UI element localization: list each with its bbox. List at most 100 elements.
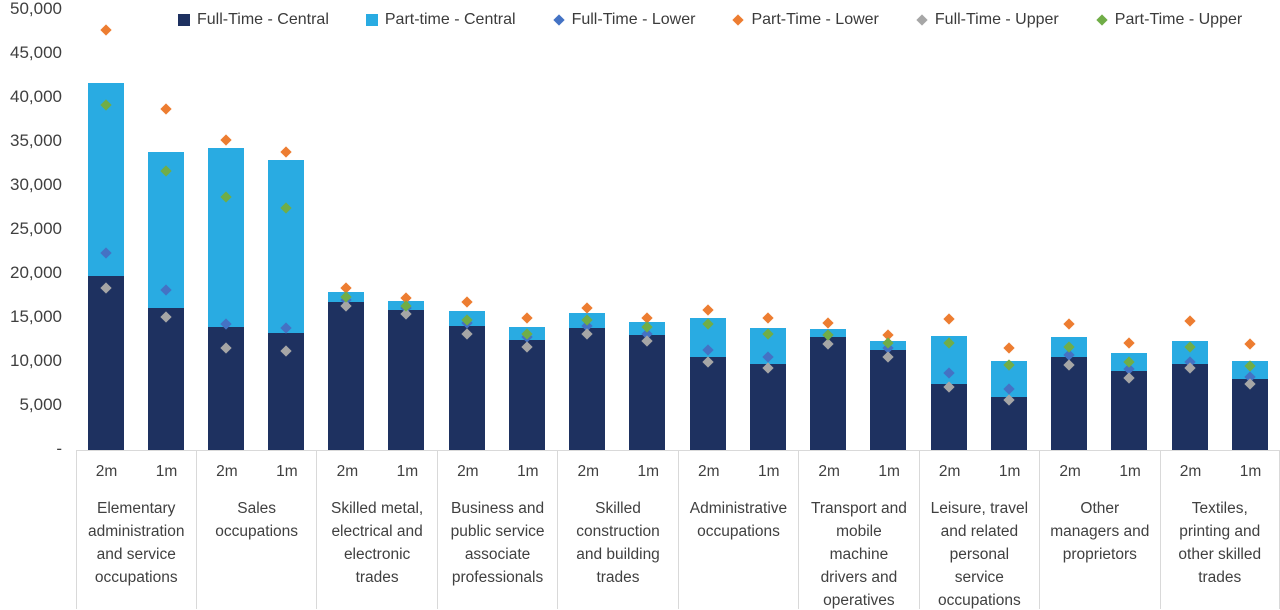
y-axis-tick-label: 30,000 [10,175,62,194]
bar-full-time-central-segment [1111,370,1148,450]
part-time-lower-marker [280,146,292,159]
category-label: Elementary administration and service oc… [87,500,185,586]
part-time-lower-marker [822,317,834,329]
bar-full-time-central-segment [147,308,184,450]
part-time-lower-marker [702,304,714,316]
part-time-lower-marker [521,312,533,324]
y-axis-tick-label: 50,000 [10,0,62,18]
bar-full-time-central-segment [87,275,124,450]
legend-label: Part-time - Central [384,11,516,28]
category-group-box: 2m 1m Other managers and proprietors [1039,450,1159,609]
bar-x-label: 1m [637,463,660,480]
chart-legend: Full-Time - Central Part-time - Central Fu… [178,11,1242,29]
legend-item: Full-Time - Upper [916,11,1059,29]
category-label: Textiles, printing and other skilled tra… [1178,500,1262,586]
y-axis-tick-label: 10,000 [10,351,62,370]
bar-x-label: 2m [457,463,479,480]
bar-full-time-central-segment [508,339,545,450]
category-label: Sales occupations [215,500,299,540]
category-label: Skilled construction and building trades [576,500,660,586]
bar-full-time-central-segment [810,337,847,450]
legend-label: Full-Time - Upper [934,11,1059,28]
bar-x-label: 2m [818,463,840,480]
part-time-lower-marker [762,312,774,324]
legend-item: Full-Time - Lower [552,11,695,29]
category-label: Skilled metal, electrical and electronic… [331,500,424,586]
part-time-lower-marker [581,302,593,314]
bar-x-label: 1m [1119,463,1141,480]
bar-full-time-central-segment [569,328,606,450]
part-time-lower-marker [1123,336,1135,349]
bar-x-label: 1m [878,463,900,480]
bar-x-label: 2m [1179,463,1202,480]
bar-part-time-central-segment [207,148,244,327]
y-axis-tick-label: 20,000 [10,263,62,282]
legend-item: Part-time - Central [365,11,516,29]
bar-full-time-central-segment [749,363,786,450]
bar-full-time-central-segment [388,309,425,450]
bar-x-label: 2m [216,463,238,480]
bar-x-label: 1m [396,463,419,480]
bar-full-time-central-segment [990,397,1027,450]
category-group-box: 2m 1m Administrative occupations [677,450,798,609]
bar-x-label: 2m [95,463,118,480]
legend-label: Full-Time - Central [197,11,329,28]
part-time-lower-marker [1002,342,1015,354]
square-marker-icon [365,14,378,26]
bar-x-label: 2m [577,463,600,480]
bar-x-label: 1m [155,463,178,480]
bar-full-time-central-segment [448,325,485,450]
category-label: Other managers and proprietors [1050,500,1150,563]
category-group-box: 2m 1m Transport and mobile machine drivers… [798,450,918,609]
part-time-lower-marker [159,103,172,115]
part-time-lower-marker [1243,338,1256,350]
bar-full-time-central-segment [689,356,726,450]
bar-x-label: 2m [1059,463,1081,480]
bar-x-label: 1m [517,463,539,480]
category-group-box: 2m 1m Textiles, printing and other skilled… [1159,450,1280,609]
legend-label: Part-Time - Upper [1114,11,1243,28]
y-axis-tick-label: 5,000 [19,395,62,414]
bar-full-time-central-segment [1051,356,1088,450]
bar-x-label: 2m [938,463,961,480]
y-axis-tick-label: 40,000 [10,87,62,106]
bar-full-time-central-segment [870,349,907,450]
category-label: Transport and mobile machine drivers and… [810,500,907,609]
bar-x-label: 1m [998,463,1021,480]
bar-full-time-central-segment [930,383,967,450]
bar-full-time-central-segment [629,335,666,450]
part-time-lower-marker [220,134,232,146]
y-axis-tick-label: 35,000 [10,131,62,150]
category-group-box: 2m 1m Skilled construction and building tr… [557,450,677,609]
bar-x-label: 1m [1239,463,1262,480]
category-label: Administrative occupations [689,500,788,540]
category-group-box: 2m 1m Elementary administration and servic… [75,450,196,609]
bar-x-label: 2m [336,463,359,480]
part-time-lower-marker [942,313,955,325]
part-time-lower-marker [1183,315,1196,328]
bar-x-label: 1m [757,463,780,480]
y-axis-tick-label: 45,000 [10,43,62,62]
bar-full-time-central-segment [1231,378,1268,450]
bar-part-time-central-segment [267,160,304,333]
bar-part-time-central-segment [147,151,184,309]
bar-full-time-central-segment [328,302,365,450]
legend-item: Part-Time - Upper [1096,11,1242,29]
part-time-lower-marker [1063,318,1075,330]
bar-x-label: 1m [276,463,298,480]
category-label: Leisure, travel and related personal ser… [930,500,1029,609]
legend-label: Part-Time - Lower [751,11,879,28]
y-axis-tick-label: 15,000 [10,307,62,326]
bar-x-label: 2m [697,463,720,480]
category-group-box: 2m 1m Business and public service associat… [436,450,557,609]
part-time-lower-marker [99,24,112,36]
square-marker-icon [178,14,190,26]
bar-full-time-central-segment [1171,363,1208,450]
category-label: Business and public service associate pr… [450,500,545,586]
bar-part-time-central-segment [87,82,124,276]
category-group-box: 2m 1m Leisure, travel and related personal… [918,450,1039,609]
category-group-box: 2m 1m Skilled metal, electrical and electr… [316,450,436,609]
y-axis-tick-label: - [56,439,62,458]
legend-item: Part-Time - Lower [732,11,879,29]
